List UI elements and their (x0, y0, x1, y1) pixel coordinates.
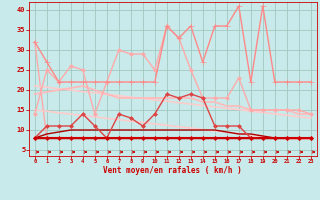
X-axis label: Vent moyen/en rafales ( km/h ): Vent moyen/en rafales ( km/h ) (103, 166, 242, 175)
